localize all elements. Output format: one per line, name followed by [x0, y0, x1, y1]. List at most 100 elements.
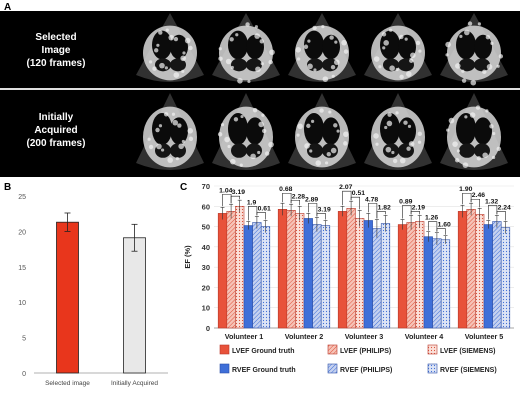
c-bar	[415, 221, 425, 329]
c-bar	[260, 226, 271, 329]
c-y-tick-label: 70	[202, 182, 210, 191]
c-legend-swatch	[327, 363, 338, 374]
c-annotation-label: 0.89	[399, 198, 412, 205]
echo-frame	[440, 13, 508, 86]
b-y-tick-label: 25	[18, 194, 26, 201]
c-legend-item: LVEF (PHILIPS)	[327, 344, 391, 355]
c-annotation-bracket	[470, 198, 480, 208]
svg-text:Initially: Initially	[39, 112, 74, 123]
c-annotation-label: 2.19	[412, 204, 425, 211]
c-category-label: Volunteer 5	[465, 332, 504, 341]
c-y-tick-label: 40	[202, 243, 210, 252]
b-category-label: Selected image	[45, 380, 90, 387]
echo-frame	[136, 93, 204, 170]
c-annotation-label: 1.82	[378, 204, 391, 211]
c-bar	[500, 227, 511, 329]
c-annotation-label: 1.60	[438, 222, 451, 229]
c-annotation-bracket	[282, 192, 292, 204]
c-bar	[235, 205, 245, 329]
c-annotation-label: 1.04	[219, 187, 232, 194]
c-bar	[252, 222, 262, 329]
b-category-label: Initially Acquired	[111, 380, 158, 387]
svg-text:Acquired: Acquired	[34, 125, 77, 136]
c-legend-item: RVEF (SIEMENS)	[427, 363, 497, 374]
panel-a-echo-images: A Selected Image (120 frames) Initially …	[0, 0, 520, 178]
c-bar	[380, 223, 391, 329]
c-bar	[277, 209, 288, 329]
svg-text:(120 frames): (120 frames)	[27, 58, 86, 69]
c-legend-swatch	[427, 344, 438, 355]
c-bar	[355, 218, 365, 329]
row-label-initial: Initially Acquired (200 frames)	[27, 112, 86, 149]
c-bar	[303, 218, 313, 329]
c-annotation-bracket	[316, 213, 326, 220]
c-category-label: Volunteer 1	[225, 332, 264, 341]
c-bar	[286, 210, 296, 329]
c-annotation-bracket	[428, 221, 438, 232]
b-y-tick-label: 10	[18, 300, 26, 307]
c-annotation-label: 2.89	[305, 196, 318, 203]
echo-frame	[440, 93, 508, 170]
c-bar	[312, 224, 322, 329]
c-bar	[440, 239, 451, 329]
b-y-tick-label: 5	[22, 336, 26, 343]
c-legend-item: RVEF (PHILIPS)	[327, 363, 392, 374]
c-bar	[466, 209, 476, 329]
c-annotation-bracket	[350, 196, 360, 210]
c-category-label: Volunteer 2	[285, 332, 324, 341]
c-annotation-bracket	[496, 211, 506, 221]
c-legend-label: RVEF (SIEMENS)	[440, 367, 497, 374]
b-bar	[123, 237, 146, 374]
echo-frame	[136, 13, 204, 82]
c-annotation-label: 1.32	[485, 198, 498, 205]
c-annotation-label: 1.9	[247, 199, 257, 206]
c-legend-item: LVEF (SIEMENS)	[427, 344, 495, 355]
c-legend-label: LVEF (PHILIPS)	[340, 348, 391, 355]
c-y-tick-label: 20	[202, 283, 210, 292]
c-annotation-bracket	[402, 205, 412, 219]
c-annotation-bracket	[376, 211, 386, 219]
c-category-label: Volunteer 3	[345, 332, 384, 341]
c-annotation-label: 2.24	[498, 204, 511, 211]
c-y-tick-label: 10	[202, 304, 210, 313]
c-legend-swatch	[427, 363, 438, 374]
c-annotation-bracket	[308, 203, 318, 217]
c-annotation-bracket	[410, 211, 420, 215]
c-y-tick-label: 50	[202, 223, 210, 232]
c-bar	[423, 236, 433, 329]
c-legend-label: LVEF Ground truth	[232, 348, 294, 355]
c-annotation-bracket	[256, 212, 266, 220]
c-annotation-label: 1.26	[425, 215, 438, 222]
c-annotation-bracket	[248, 206, 258, 221]
b-y-tick-label: 15	[18, 265, 26, 272]
c-bar	[457, 211, 468, 329]
echo-frame	[364, 93, 432, 170]
panel-b-bar-chart: B 0 5 10 15 20 25 Selected image Initially Acqu…	[4, 182, 168, 387]
c-annotation-bracket	[462, 192, 472, 205]
c-bar	[217, 213, 228, 329]
echo-frame	[212, 13, 280, 84]
c-legend-label: LVEF (SIEMENS)	[440, 348, 495, 355]
c-bar	[483, 224, 493, 329]
b-y-tick-label: 0	[22, 371, 26, 378]
c-bar	[346, 208, 356, 329]
c-legend-swatch	[219, 363, 230, 374]
c-annotation-label: 4.78	[365, 196, 378, 203]
c-annotation-label: 1.90	[459, 186, 472, 193]
row-label-selected: Selected Image (120 frames)	[27, 32, 86, 69]
c-annotation-label: 2.46	[472, 192, 485, 199]
c-annotation-label: 3.19	[232, 189, 245, 196]
c-bar	[432, 238, 442, 329]
c-annotation-bracket	[290, 199, 300, 206]
c-legend-label: RVEF (PHILIPS)	[340, 367, 392, 374]
c-annotation-label: 0.51	[352, 190, 365, 197]
panel-b-letter: B	[4, 182, 11, 193]
b-bar	[56, 221, 79, 374]
c-annotation-bracket	[368, 203, 378, 219]
c-bar	[492, 221, 502, 329]
c-y-tick-label: 60	[202, 202, 210, 211]
c-bar	[406, 222, 416, 329]
c-bar	[226, 211, 236, 329]
echo-frame	[288, 13, 356, 82]
